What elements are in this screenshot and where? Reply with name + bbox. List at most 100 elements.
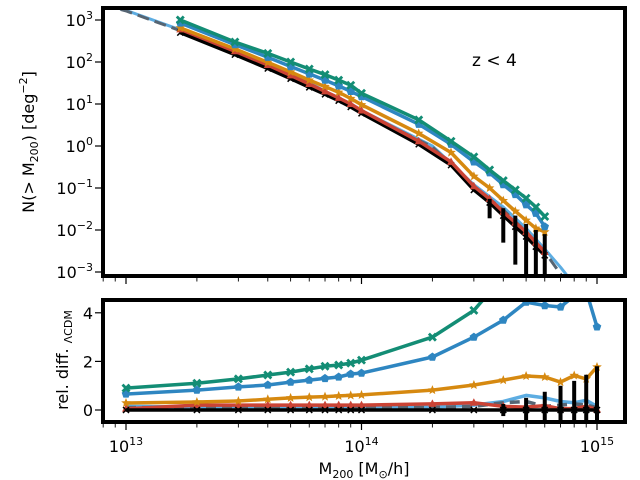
bottom-blue-marker [357, 368, 366, 377]
bottom-orange-marker [521, 371, 531, 380]
bottom-lambda-CDM-marker [264, 406, 272, 414]
y-tick-label: 100 [66, 135, 93, 156]
top-orange-marker [356, 99, 367, 109]
y-tick-label: 102 [66, 51, 93, 72]
bottom-orange-marker [333, 390, 344, 400]
bottom-green-marker [263, 370, 273, 380]
bottom-red-marker [346, 400, 355, 409]
y-tick-label: 101 [66, 93, 93, 114]
y-tick-label: 10−3 [56, 261, 93, 282]
bottom-blue-marker [428, 352, 437, 361]
bottom-blue-marker [592, 322, 602, 331]
bottom-green-marker [334, 360, 344, 370]
bottom-red-marker [357, 400, 366, 409]
bottom-lambda-CDM-marker [122, 406, 130, 414]
bottom-blue-marker [582, 286, 591, 294]
bottom-lambda-CDM-marker [305, 406, 313, 414]
bottom-green-marker [582, 199, 591, 208]
top-orange-marker [333, 87, 344, 97]
bottom-orange-marker [304, 392, 314, 402]
bottom-blue-marker [334, 372, 343, 381]
top-orange-marker [263, 57, 273, 67]
top-green-marker [346, 80, 356, 90]
top-green-marker [446, 136, 456, 146]
bottom-orange-marker [263, 394, 273, 404]
y-tick-label: 2 [83, 352, 93, 371]
top-green-marker [320, 70, 330, 80]
bottom-red-marker [428, 399, 437, 407]
bottom-red-marker [286, 400, 295, 409]
bottom-blue-marker [499, 315, 508, 324]
top-orange-marker [469, 171, 479, 181]
top-green-marker [334, 75, 344, 85]
top-green-marker [263, 48, 273, 58]
bottom-blue-marker [286, 377, 295, 386]
bottom-green-marker [469, 305, 479, 315]
bottom-orange-marker [540, 372, 550, 381]
y-tick-label: 10−1 [56, 177, 93, 198]
bottom-blue-marker [320, 373, 330, 383]
top-red-marker [357, 106, 366, 114]
top-green-marker [357, 88, 366, 98]
bottom-lambda-CDM-marker [193, 406, 201, 414]
bottom-red-marker [469, 398, 478, 406]
y-tick-label: 0 [83, 401, 93, 420]
top-orange-marker [346, 93, 356, 103]
top-green-marker [531, 202, 541, 212]
bottom-green-marker [304, 364, 314, 374]
y-tick-label: 4 [83, 304, 93, 323]
top-orange-marker [175, 22, 185, 32]
axes: 1013 1014 1015 103 102 101 100 10−1 10−2 10−3 0 2 4 z… [17, 6, 627, 480]
bottom-blue-marker [263, 380, 273, 389]
top-red-marker [346, 99, 355, 107]
bottom-lambda-CDM-marker [347, 406, 355, 414]
bottom-axes-frame [101, 298, 627, 424]
top-orange-marker [531, 223, 541, 233]
top-green-marker [540, 211, 550, 221]
top-orange-marker [484, 183, 495, 192]
top-red-marker [305, 79, 314, 87]
bottom-y-axis-label: rel. diff. ΛCDM [53, 310, 75, 410]
top-green-marker [521, 193, 531, 203]
bottom-orange-marker [346, 390, 356, 400]
bottom-green-marker [286, 367, 296, 377]
top-orange-marker [230, 43, 240, 53]
bottom-lambda-CDM-marker [287, 406, 295, 414]
bottom-blue-marker [192, 385, 202, 394]
bottom-lambda-CDM-marker [234, 406, 242, 414]
bottom-red-marker [263, 400, 272, 409]
bottom-panel-plot-area [121, 187, 602, 422]
bottom-blue-marker [305, 375, 314, 384]
bottom-blue-marker [346, 369, 355, 378]
bottom-green-marker [192, 378, 202, 388]
bottom-orange-marker [121, 398, 131, 407]
bottom-green-marker [233, 374, 243, 384]
bottom-red-marker [234, 400, 243, 409]
top-green-marker [469, 152, 479, 162]
bottom-orange-marker [320, 391, 330, 401]
top-red-marker [469, 181, 478, 190]
bottom-orange-marker [285, 392, 296, 402]
top-orange-marker [285, 66, 296, 76]
top-red-marker [321, 86, 330, 95]
top-orange-marker [414, 128, 424, 138]
top-green-marker [498, 176, 508, 186]
top-orange-marker [540, 226, 550, 236]
bottom-green-marker [570, 211, 579, 220]
bottom-blue-marker [540, 301, 549, 310]
top-y-axis-label: N(> M200) [deg−2] [17, 71, 41, 213]
y-tick-label: 103 [66, 9, 93, 30]
bottom-orange-marker [233, 396, 244, 406]
bottom-blue-marker [234, 382, 243, 391]
top-orange-marker [510, 206, 521, 216]
y-tick-label: 10−2 [56, 219, 93, 240]
top-green-marker [485, 165, 495, 175]
bottom-orange-marker [555, 377, 566, 387]
top-blue-marker [540, 222, 549, 231]
bottom-green-marker [121, 383, 131, 393]
bottom-orange-marker [469, 380, 479, 389]
bottom-green-marker [357, 355, 366, 365]
theory-grey-line [109, 8, 564, 276]
bottom-green-marker [593, 187, 602, 196]
